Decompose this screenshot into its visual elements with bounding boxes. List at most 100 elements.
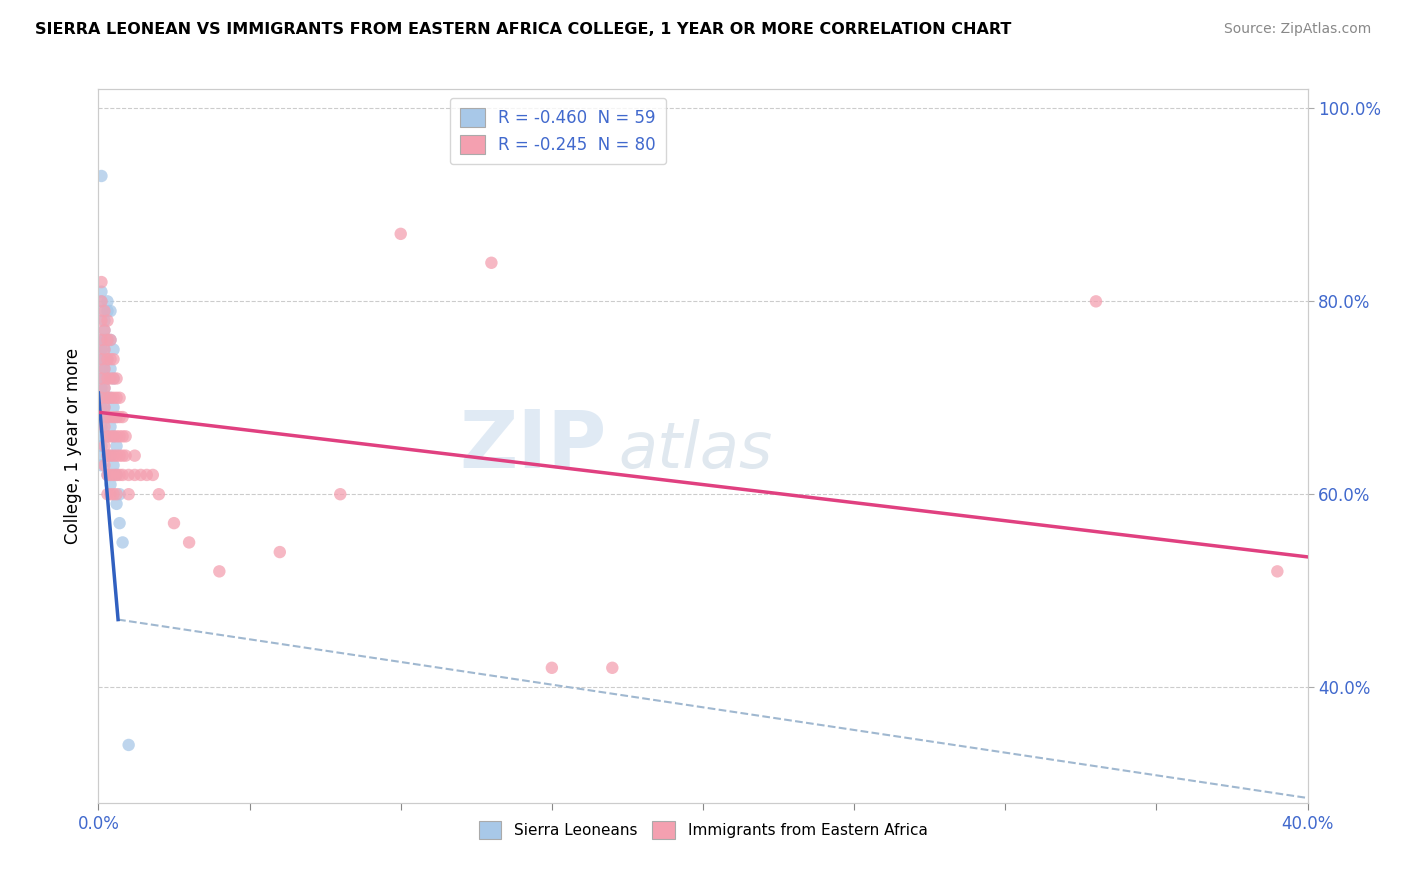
Point: [90, 449, 112, 463]
Point: [179, 535, 201, 549]
Point: [111, 410, 134, 425]
Point: [90, 401, 112, 415]
Point: [90, 169, 112, 183]
Legend: Sierra Leoneans, Immigrants from Eastern Africa: Sierra Leoneans, Immigrants from Eastern…: [472, 815, 934, 845]
Point: [124, 449, 146, 463]
Point: [90, 410, 112, 425]
Point: [124, 467, 146, 482]
Point: [103, 352, 125, 367]
Point: [108, 449, 131, 463]
Point: [90, 294, 112, 309]
Point: [93, 362, 115, 376]
Point: [93, 362, 115, 376]
Y-axis label: College, 1 year or more: College, 1 year or more: [65, 348, 83, 544]
Point: [100, 391, 122, 405]
Point: [129, 467, 152, 482]
Point: [96, 467, 118, 482]
Point: [148, 487, 170, 501]
Point: [100, 429, 122, 443]
Point: [103, 391, 125, 405]
Point: [100, 477, 122, 491]
Point: [103, 371, 125, 385]
Point: [602, 661, 624, 675]
Point: [90, 352, 112, 367]
Point: [93, 371, 115, 385]
Point: [96, 352, 118, 367]
Point: [105, 439, 128, 453]
Point: [114, 429, 136, 443]
Point: [93, 381, 115, 395]
Point: [96, 410, 118, 425]
Point: [481, 256, 503, 270]
Point: [269, 545, 291, 559]
Point: [93, 323, 115, 337]
Point: [329, 487, 352, 501]
Point: [90, 313, 112, 327]
Point: [96, 294, 118, 309]
Point: [90, 381, 112, 395]
Point: [105, 467, 128, 482]
Point: [111, 535, 134, 549]
Point: [100, 333, 122, 347]
Point: [96, 410, 118, 425]
Point: [108, 391, 131, 405]
Point: [90, 333, 112, 347]
Point: [105, 371, 128, 385]
Point: [90, 352, 112, 367]
Point: [90, 458, 112, 473]
Point: [103, 487, 125, 501]
Point: [108, 487, 131, 501]
Point: [118, 467, 141, 482]
Point: [1085, 294, 1108, 309]
Point: [108, 410, 131, 425]
Point: [105, 410, 128, 425]
Point: [100, 352, 122, 367]
Point: [93, 343, 115, 357]
Point: [96, 449, 118, 463]
Point: [96, 391, 118, 405]
Point: [103, 371, 125, 385]
Text: Source: ZipAtlas.com: Source: ZipAtlas.com: [1223, 22, 1371, 37]
Point: [96, 467, 118, 482]
Point: [103, 410, 125, 425]
Point: [100, 449, 122, 463]
Point: [100, 304, 122, 318]
Point: [93, 304, 115, 318]
Point: [100, 487, 122, 501]
Point: [93, 458, 115, 473]
Point: [96, 371, 118, 385]
Point: [90, 419, 112, 434]
Point: [163, 516, 186, 530]
Point: [90, 391, 112, 405]
Point: [114, 449, 136, 463]
Point: [90, 429, 112, 443]
Point: [108, 516, 131, 530]
Point: [93, 323, 115, 337]
Point: [103, 429, 125, 443]
Point: [90, 294, 112, 309]
Point: [93, 419, 115, 434]
Point: [96, 352, 118, 367]
Point: [105, 467, 128, 482]
Point: [96, 333, 118, 347]
Point: [90, 371, 112, 385]
Point: [105, 429, 128, 443]
Point: [100, 410, 122, 425]
Point: [93, 401, 115, 415]
Point: [96, 304, 118, 318]
Point: [103, 449, 125, 463]
Point: [96, 429, 118, 443]
Point: [90, 391, 112, 405]
Point: [93, 410, 115, 425]
Point: [103, 343, 125, 357]
Point: [105, 449, 128, 463]
Point: [90, 333, 112, 347]
Point: [100, 449, 122, 463]
Point: [93, 439, 115, 453]
Point: [90, 285, 112, 299]
Point: [93, 343, 115, 357]
Point: [93, 313, 115, 327]
Point: [111, 429, 134, 443]
Point: [111, 467, 134, 482]
Point: [93, 391, 115, 405]
